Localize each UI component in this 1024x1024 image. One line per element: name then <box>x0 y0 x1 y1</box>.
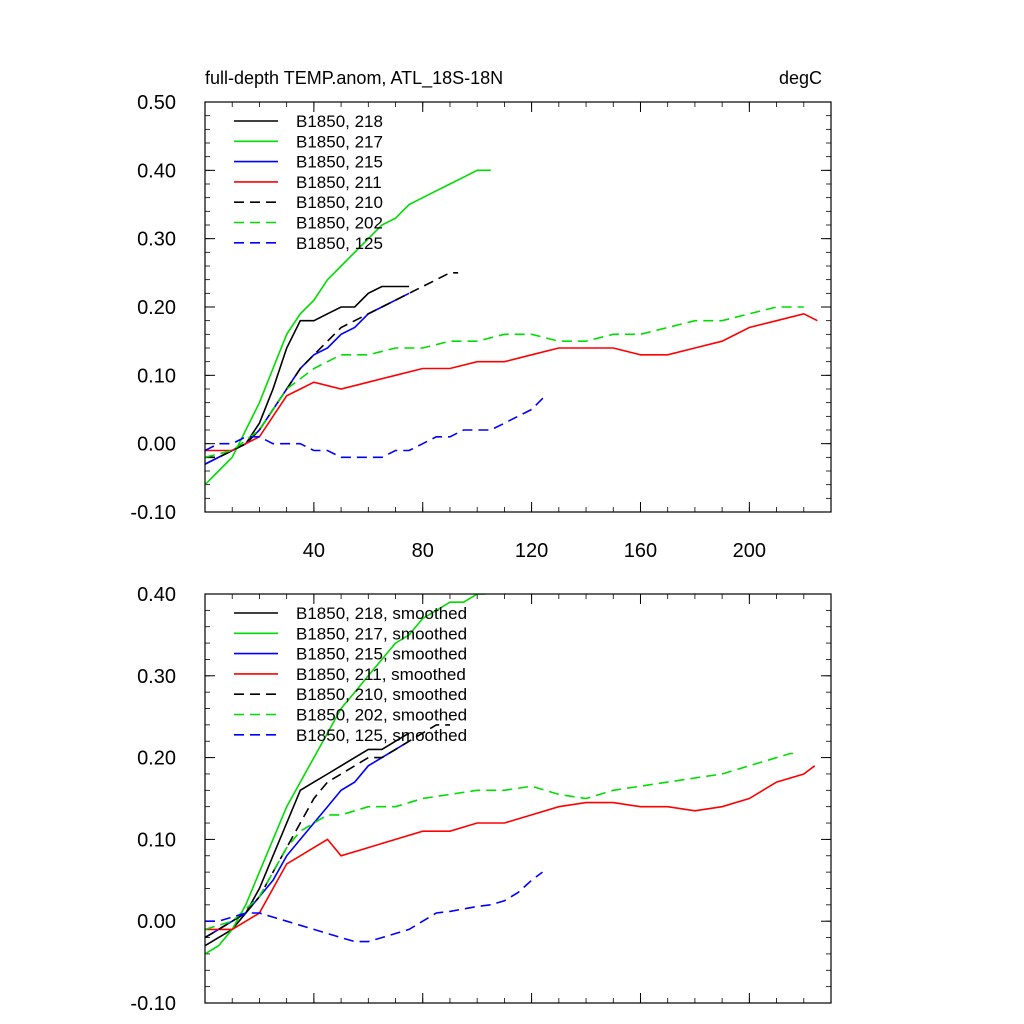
legend-label: B1850, 211, smoothed <box>296 665 466 684</box>
legend-label: B1850, 210 <box>296 193 383 212</box>
legend-label: B1850, 218 <box>296 112 383 131</box>
series-line <box>205 285 410 465</box>
series-line <box>205 395 546 459</box>
top-panel: full-depth TEMP.anom, ATL_18S-18N degC -… <box>130 68 832 562</box>
x-tick-label: 200 <box>733 540 766 562</box>
legend-label: B1850, 125 <box>296 234 383 253</box>
series-line <box>205 169 491 486</box>
legend-label: B1850, 217, smoothed <box>296 624 467 643</box>
y-tick-label: 0.30 <box>137 229 176 251</box>
y-tick-label: 0.00 <box>137 434 176 456</box>
axis-ticks <box>205 593 831 1004</box>
y-tick-labels: -0.10 0.00 0.10 0.20 0.30 0.40 <box>130 584 176 1015</box>
series-line <box>205 312 818 452</box>
series-line <box>205 306 804 459</box>
x-tick-label: 160 <box>624 540 657 562</box>
legend-label: B1850, 217 <box>296 132 383 151</box>
x-tick-label: 80 <box>412 540 434 562</box>
y-tick-label: -0.10 <box>130 502 176 524</box>
x-tick-label: 40 <box>303 540 325 562</box>
legend-label: B1850, 211 <box>296 173 382 192</box>
legend-label: B1850, 215, smoothed <box>296 645 467 664</box>
series-line <box>205 871 543 943</box>
y-tick-label: 0.30 <box>137 666 176 688</box>
x-tick-labels: 40 80 120 160 200 <box>303 540 766 562</box>
y-tick-label: 0.40 <box>137 584 176 606</box>
x-tick-label: 120 <box>515 540 548 562</box>
legend-label: B1850, 202 <box>296 214 383 233</box>
y-tick-label: -0.10 <box>130 993 176 1015</box>
bottom-panel: -0.10 0.00 0.10 0.20 0.30 0.40 B1850, 218, sm… <box>130 584 832 1015</box>
legend-label: B1850, 202, smoothed <box>296 706 467 725</box>
legend-label: B1850, 215 <box>296 153 383 172</box>
legend-label: B1850, 210, smoothed <box>296 685 467 704</box>
series-lines <box>205 169 818 486</box>
y-tick-label: 0.20 <box>137 748 176 770</box>
series-line <box>205 765 816 931</box>
series-line <box>205 292 410 465</box>
series-lines <box>205 594 816 955</box>
series-line <box>205 272 459 459</box>
y-tick-label: 0.50 <box>137 92 176 114</box>
chart-title: full-depth TEMP.anom, ATL_18S-18N <box>205 68 503 89</box>
y-tick-label: 0.10 <box>137 829 176 851</box>
series-line <box>205 594 486 955</box>
legend-label: B1850, 218, smoothed <box>296 604 467 623</box>
y-tick-label: 0.00 <box>137 911 176 933</box>
series-line <box>205 724 450 939</box>
y-tick-label: 0.10 <box>137 365 176 387</box>
legend-label: B1850, 125, smoothed <box>296 726 467 745</box>
y-tick-label: 0.40 <box>137 160 176 182</box>
series-line <box>205 732 410 947</box>
y-tick-labels: -0.10 0.00 0.10 0.20 0.30 0.40 0.50 <box>130 92 176 524</box>
plot-frame <box>204 593 832 1004</box>
plot-frame <box>204 101 832 513</box>
series-line <box>205 752 799 931</box>
units-label: degC <box>779 68 822 88</box>
y-tick-label: 0.20 <box>137 297 176 319</box>
